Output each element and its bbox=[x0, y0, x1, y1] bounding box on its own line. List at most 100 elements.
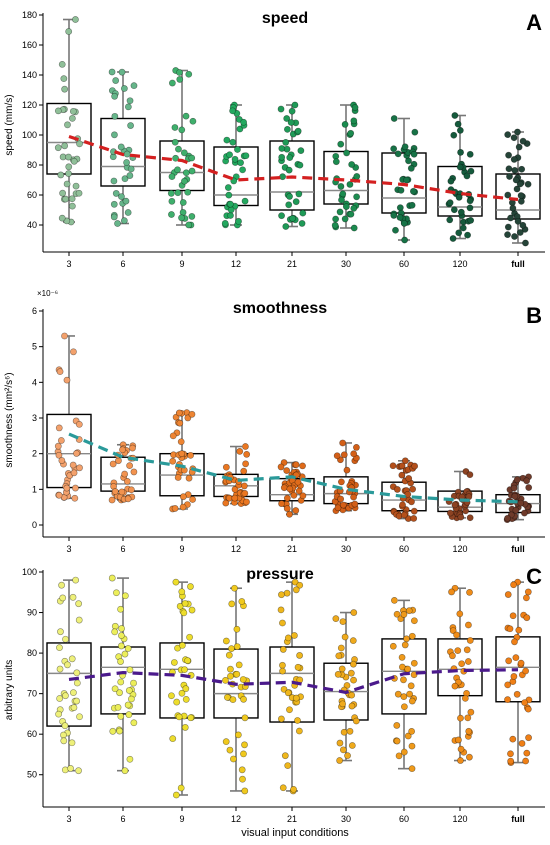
x-tick-label: 6 bbox=[120, 814, 125, 824]
y-tick-label: 3 bbox=[32, 413, 37, 423]
data-point bbox=[280, 685, 288, 693]
data-point bbox=[176, 602, 184, 610]
data-point bbox=[175, 409, 183, 417]
data-point bbox=[179, 493, 187, 501]
data-point bbox=[467, 167, 475, 175]
x-tick-label: 9 bbox=[179, 259, 184, 269]
data-point bbox=[123, 150, 131, 158]
data-point bbox=[239, 166, 246, 174]
data-point bbox=[226, 151, 233, 159]
data-point bbox=[171, 124, 179, 131]
data-point bbox=[348, 161, 356, 168]
data-point bbox=[294, 717, 301, 724]
data-point bbox=[118, 625, 125, 632]
data-point bbox=[227, 206, 235, 214]
data-point bbox=[231, 494, 239, 502]
data-point bbox=[279, 661, 286, 669]
data-point bbox=[351, 500, 359, 508]
data-point bbox=[68, 202, 76, 210]
y-tick-label: 160 bbox=[22, 40, 37, 50]
axes bbox=[42, 309, 545, 538]
y-tick-label: 120 bbox=[22, 100, 37, 110]
data-point bbox=[63, 217, 71, 225]
data-point bbox=[394, 690, 402, 698]
data-point bbox=[504, 591, 512, 598]
data-point bbox=[449, 627, 457, 635]
data-point bbox=[464, 231, 471, 239]
data-point bbox=[448, 588, 455, 596]
data-point bbox=[338, 196, 345, 204]
data-point bbox=[504, 696, 511, 704]
data-point bbox=[525, 734, 532, 742]
data-point bbox=[72, 182, 80, 190]
data-point bbox=[61, 722, 69, 730]
data-point bbox=[68, 655, 76, 663]
data-point bbox=[222, 637, 230, 645]
data-point bbox=[393, 722, 401, 729]
mean-trend-line bbox=[68, 134, 519, 202]
data-point bbox=[466, 150, 474, 158]
data-point bbox=[524, 588, 532, 596]
data-point bbox=[243, 450, 251, 458]
x-tick-label: full bbox=[511, 259, 525, 269]
data-point bbox=[509, 735, 517, 743]
data-point bbox=[121, 592, 129, 600]
data-point bbox=[279, 173, 287, 181]
data-point bbox=[118, 68, 126, 76]
data-point bbox=[343, 149, 351, 157]
data-point bbox=[278, 500, 285, 508]
data-point bbox=[173, 698, 181, 706]
box-iqr bbox=[46, 642, 92, 727]
data-point bbox=[241, 197, 249, 205]
data-point bbox=[395, 752, 403, 760]
data-point bbox=[524, 180, 532, 188]
x-tick-label: full bbox=[511, 814, 525, 824]
data-point bbox=[286, 510, 293, 518]
data-point bbox=[57, 437, 65, 444]
data-point bbox=[117, 642, 125, 650]
data-point bbox=[168, 211, 175, 218]
data-point bbox=[175, 145, 182, 153]
data-point bbox=[282, 223, 290, 230]
x-tick-label: 21 bbox=[287, 259, 297, 269]
data-point bbox=[453, 631, 461, 639]
data-point bbox=[353, 193, 361, 201]
data-point bbox=[182, 685, 190, 693]
data-point bbox=[222, 499, 230, 507]
data-point bbox=[237, 159, 244, 167]
data-point bbox=[174, 189, 182, 197]
data-point bbox=[336, 208, 344, 216]
data-point bbox=[522, 757, 530, 765]
data-point bbox=[227, 665, 234, 673]
data-point bbox=[56, 665, 64, 673]
data-point bbox=[277, 463, 285, 471]
data-point bbox=[172, 413, 180, 421]
data-point bbox=[114, 220, 121, 227]
data-point bbox=[233, 625, 241, 633]
data-point bbox=[242, 460, 250, 468]
data-point bbox=[223, 693, 231, 701]
data-point bbox=[339, 190, 347, 198]
data-point bbox=[124, 645, 132, 652]
data-point bbox=[348, 702, 356, 710]
data-point bbox=[398, 462, 406, 470]
data-point bbox=[518, 740, 526, 747]
data-point bbox=[457, 148, 464, 156]
data-point bbox=[184, 414, 192, 422]
data-point bbox=[296, 161, 304, 169]
data-point bbox=[454, 647, 462, 655]
data-point bbox=[126, 666, 134, 674]
data-point bbox=[76, 140, 83, 148]
data-point bbox=[62, 635, 69, 643]
data-point bbox=[506, 173, 513, 180]
data-point bbox=[241, 714, 249, 722]
data-point bbox=[240, 118, 248, 126]
data-point bbox=[112, 77, 120, 84]
data-point bbox=[118, 488, 126, 496]
data-point bbox=[75, 189, 83, 197]
data-point bbox=[109, 460, 117, 468]
data-point bbox=[459, 224, 467, 232]
data-point bbox=[168, 692, 175, 700]
data-point bbox=[337, 644, 345, 652]
